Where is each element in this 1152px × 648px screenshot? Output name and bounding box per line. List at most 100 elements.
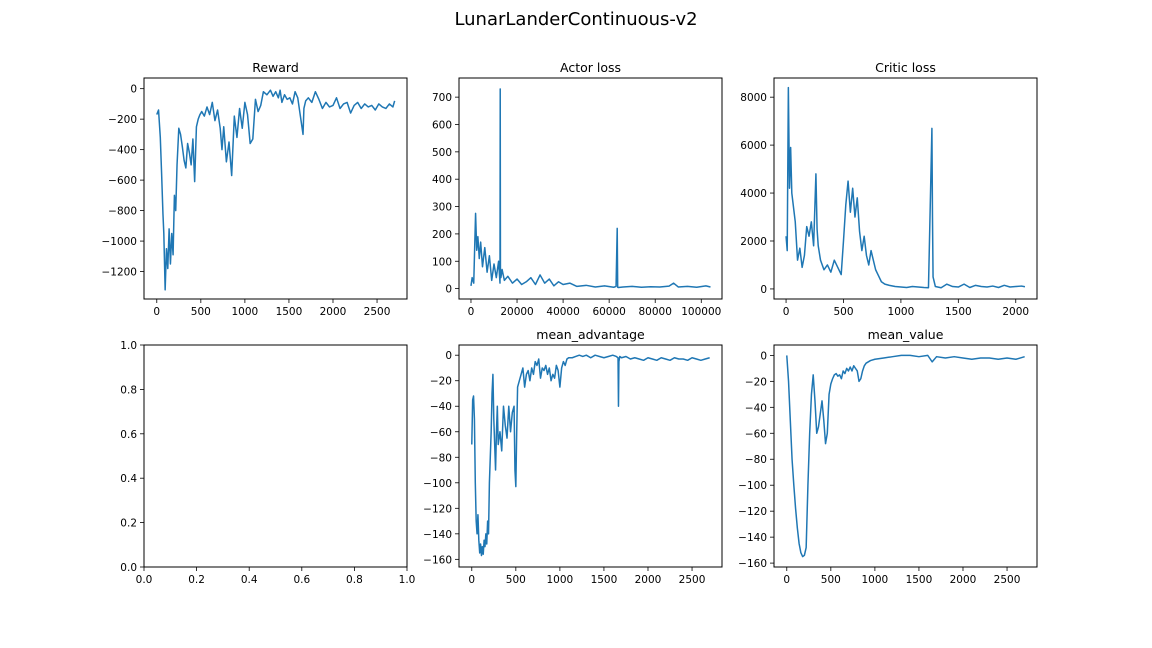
x-tick-label: 2000 bbox=[1002, 306, 1029, 318]
x-tick-label: 20000 bbox=[500, 306, 533, 318]
subplot-title: Critic loss bbox=[875, 60, 936, 75]
y-tick-label: 700 bbox=[432, 92, 452, 104]
x-tick-label: 1500 bbox=[591, 574, 618, 586]
x-tick-label: 0.2 bbox=[188, 574, 205, 586]
axes-frame bbox=[143, 344, 408, 568]
x-tick-label: 2000 bbox=[950, 574, 977, 586]
y-tick-label: −20 bbox=[430, 376, 452, 388]
series-line bbox=[786, 354, 1025, 558]
x-tick-label: 500 bbox=[833, 306, 853, 318]
y-tick-label: 0 bbox=[760, 350, 767, 362]
y-tick-label: −1000 bbox=[101, 236, 137, 248]
axes-frame bbox=[143, 77, 408, 300]
y-tick-label: 600 bbox=[432, 119, 452, 131]
x-tick-label: 0.4 bbox=[241, 574, 258, 586]
y-tick-label: −400 bbox=[108, 145, 137, 157]
y-tick-label: 400 bbox=[432, 174, 452, 186]
y-tick-label: 8000 bbox=[740, 92, 767, 104]
subplot-title: mean_value bbox=[868, 327, 944, 342]
axes-frame bbox=[773, 77, 1038, 300]
x-tick-label: 0 bbox=[468, 306, 475, 318]
y-tick-label: −140 bbox=[423, 529, 452, 541]
figure-title: LunarLanderContinuous-v2 bbox=[454, 9, 698, 30]
y-tick-label: 0 bbox=[130, 84, 137, 96]
y-tick-label: −800 bbox=[108, 206, 137, 218]
x-tick-label: 1000 bbox=[232, 306, 259, 318]
x-tick-label: 2500 bbox=[679, 574, 706, 586]
y-tick-label: 300 bbox=[432, 202, 452, 214]
x-tick-label: 2500 bbox=[364, 306, 391, 318]
y-tick-label: −120 bbox=[738, 506, 767, 518]
y-tick-label: 100 bbox=[432, 256, 452, 268]
subplot-title: Reward bbox=[252, 60, 299, 75]
subplot-mean_value: 0 500 1000 1500 2000 2500 0 −20 −40 −60 −80 −100 −12… bbox=[738, 327, 1038, 586]
y-tick-label: −1200 bbox=[101, 267, 137, 279]
y-tick-label: −160 bbox=[423, 554, 452, 566]
x-tick-label: 60000 bbox=[592, 306, 625, 318]
series-line bbox=[471, 354, 710, 557]
x-tick-label: 1000 bbox=[862, 574, 889, 586]
axes-frame bbox=[458, 344, 723, 568]
x-tick-label: 2000 bbox=[320, 306, 347, 318]
y-tick-label: 4000 bbox=[740, 188, 767, 200]
y-tick-label: −100 bbox=[423, 478, 452, 490]
subplot-actor_loss: 0 20000 40000 60000 80000 100000 0 100 200 300 400… bbox=[432, 60, 723, 318]
x-tick-label: 2500 bbox=[994, 574, 1021, 586]
x-tick-label: 500 bbox=[821, 574, 841, 586]
x-tick-label: 0 bbox=[153, 306, 160, 318]
y-tick-label: −120 bbox=[423, 503, 452, 515]
x-tick-label: 0.0 bbox=[136, 574, 153, 586]
x-tick-label: 1500 bbox=[276, 306, 303, 318]
y-tick-label: −100 bbox=[738, 480, 767, 492]
y-tick-label: 200 bbox=[432, 229, 452, 241]
y-tick-label: 2000 bbox=[740, 236, 767, 248]
subplot-critic_loss: 0 500 1000 1500 2000 0 2000 4000 6000 8000 Critic … bbox=[740, 60, 1038, 318]
x-tick-label: 500 bbox=[191, 306, 211, 318]
y-tick-label: 0 bbox=[445, 284, 452, 296]
y-tick-label: −200 bbox=[108, 114, 137, 126]
subplot-empty: 0.0 0.2 0.4 0.6 0.8 1.0 0.0 0.2 0.4 0.6 0.8 1.0 bbox=[120, 340, 415, 586]
subplot-mean_advantage: 0 500 1000 1500 2000 2500 0 −20 −40 −60 −80 −100 −12… bbox=[423, 327, 723, 586]
axes-frame bbox=[458, 77, 723, 300]
x-tick-label: 1000 bbox=[888, 306, 915, 318]
y-tick-label: −600 bbox=[108, 175, 137, 187]
y-tick-label: −60 bbox=[745, 428, 767, 440]
subplot-title: mean_advantage bbox=[536, 327, 645, 342]
y-tick-label: −60 bbox=[430, 427, 452, 439]
x-tick-label: 100000 bbox=[681, 306, 721, 318]
y-tick-label: 0.4 bbox=[120, 473, 137, 485]
x-tick-label: 0 bbox=[783, 306, 790, 318]
x-tick-label: 0.8 bbox=[346, 574, 363, 586]
y-tick-label: 0.6 bbox=[120, 429, 137, 441]
y-tick-label: −80 bbox=[430, 452, 452, 464]
y-tick-label: 0.2 bbox=[120, 518, 137, 530]
x-tick-label: 1.0 bbox=[399, 574, 416, 586]
y-tick-label: −20 bbox=[745, 376, 767, 388]
x-tick-label: 1000 bbox=[547, 574, 574, 586]
x-tick-label: 500 bbox=[506, 574, 526, 586]
x-tick-label: 0 bbox=[783, 574, 790, 586]
y-tick-label: 6000 bbox=[740, 140, 767, 152]
y-tick-label: −140 bbox=[738, 532, 767, 544]
axes-frame bbox=[773, 344, 1038, 568]
y-tick-label: 0 bbox=[445, 350, 452, 362]
y-tick-label: 500 bbox=[432, 147, 452, 159]
x-tick-label: 80000 bbox=[639, 306, 672, 318]
subplot-reward: 0 500 1000 1500 2000 2500 0 −200 −400 −600 −800 −10… bbox=[101, 60, 408, 318]
y-tick-label: −40 bbox=[745, 402, 767, 414]
x-tick-label: 40000 bbox=[546, 306, 579, 318]
subplot-title: Actor loss bbox=[560, 60, 621, 75]
y-tick-label: −80 bbox=[745, 454, 767, 466]
y-tick-label: 1.0 bbox=[120, 340, 137, 352]
y-tick-label: −160 bbox=[738, 558, 767, 570]
x-tick-label: 0 bbox=[468, 574, 475, 586]
y-tick-label: −40 bbox=[430, 401, 452, 413]
x-tick-label: 2000 bbox=[635, 574, 662, 586]
y-tick-label: 0 bbox=[760, 284, 767, 296]
series-line bbox=[470, 88, 711, 289]
series-line bbox=[785, 86, 1026, 289]
x-tick-label: 0.6 bbox=[293, 574, 310, 586]
series-line bbox=[156, 89, 396, 291]
